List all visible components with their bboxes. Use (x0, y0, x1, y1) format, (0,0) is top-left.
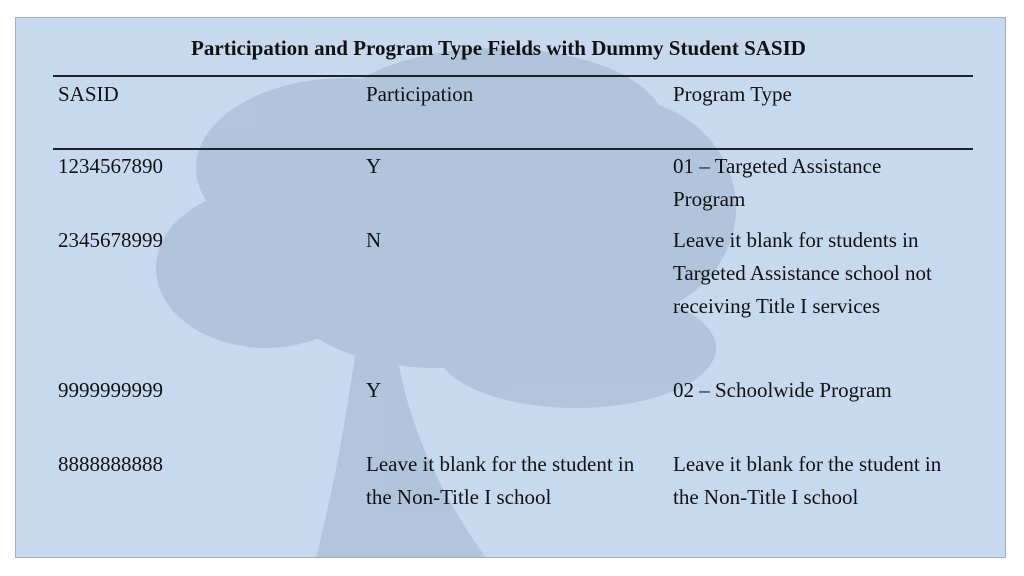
slide-panel: Participation and Program Type Fields wi… (15, 17, 1006, 558)
header-program-type: Program Type (673, 82, 792, 106)
cell-sasid: 1234567890 (58, 154, 163, 178)
table-title: Participation and Program Type Fields wi… (191, 36, 806, 60)
cell-program-type: 01 – Targeted Assistance Program (673, 154, 882, 211)
cell-sasid: 8888888888 (58, 452, 163, 476)
cell-sasid: 9999999999 (58, 378, 163, 402)
cell-sasid: 2345678999 (58, 228, 163, 252)
cell-program-type: Leave it blank for students in Targeted … (673, 228, 932, 318)
header-participation: Participation (366, 82, 474, 106)
cell-participation: Leave it blank for the student in the No… (366, 452, 635, 509)
cell-participation: Y (366, 154, 382, 178)
cell-program-type: Leave it blank for the student in the No… (673, 452, 942, 509)
cell-participation: N (366, 228, 382, 252)
header-sasid: SASID (58, 82, 119, 106)
tree-watermark (156, 48, 736, 557)
table-top-rule (53, 75, 973, 77)
cell-participation: Y (366, 378, 382, 402)
cell-program-type: 02 – Schoolwide Program (673, 378, 892, 402)
header-rule (53, 148, 973, 150)
